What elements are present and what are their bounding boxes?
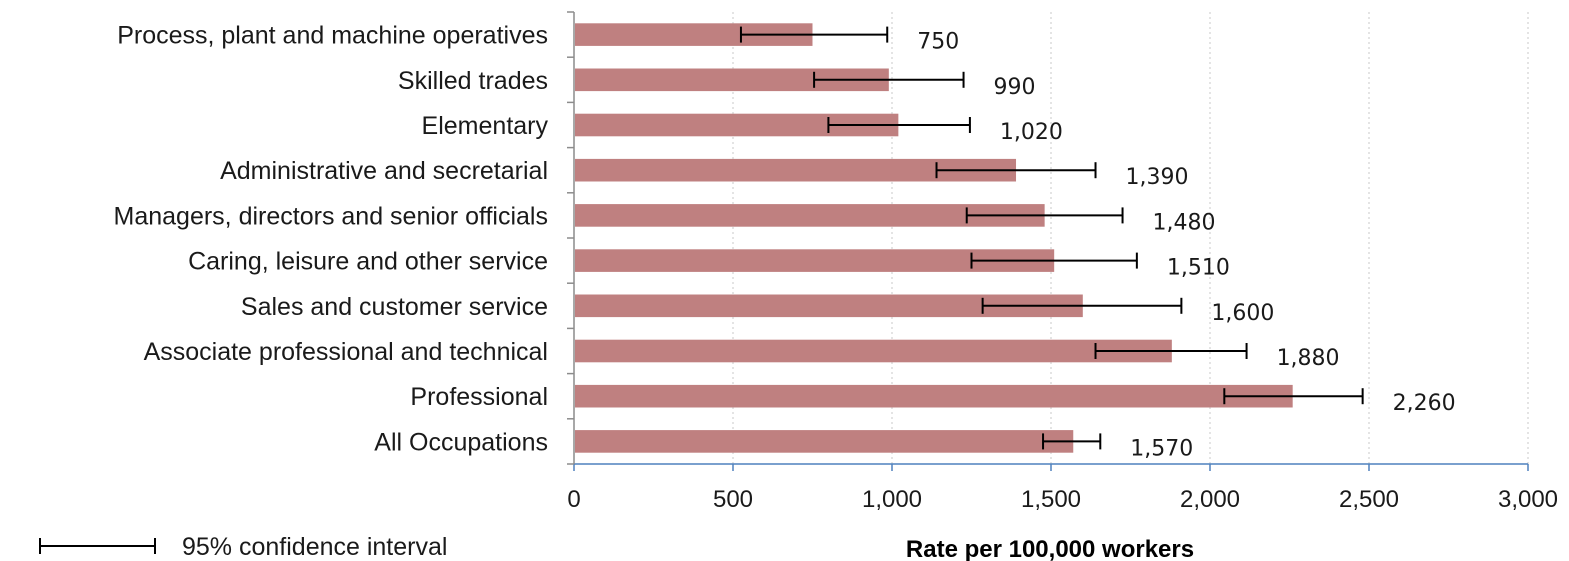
category-label: Professional: [410, 383, 548, 411]
category-label: Skilled trades: [398, 67, 548, 95]
labels: 0 500 1,000 1,500 2,000 2,500 3,000 Process, pl…: [114, 22, 1559, 513]
bar: [575, 384, 1293, 408]
category-label: Managers, directors and senior officials: [114, 202, 548, 230]
x-tick-label: 1,000: [862, 486, 922, 513]
legend: 95% confidence interval: [39, 533, 447, 561]
bar: [575, 23, 813, 46]
data-label: 750: [917, 30, 959, 55]
x-tick-label: 1,500: [1021, 486, 1081, 513]
data-label: 1,570: [1130, 436, 1193, 461]
x-tick-label: 3,000: [1498, 486, 1558, 513]
data-label: 2,260: [1393, 391, 1456, 416]
category-label: Process, plant and machine operatives: [117, 22, 548, 50]
data-label: 1,510: [1167, 256, 1230, 281]
x-tick-label: 500: [713, 486, 753, 513]
legend-label: 95% confidence interval: [182, 533, 447, 561]
bars: [575, 23, 1293, 453]
bar: [575, 68, 889, 92]
category-label: Sales and customer service: [241, 293, 548, 321]
x-axis-title: Rate per 100,000 workers: [906, 536, 1194, 561]
data-label: 990: [994, 75, 1036, 100]
bar: [575, 204, 1045, 227]
bar: [575, 430, 1074, 453]
bar: [575, 294, 1083, 318]
axes: [567, 11, 1529, 471]
error-bars: [739, 26, 1364, 450]
x-tick-label: 2,000: [1180, 486, 1240, 513]
bar: [575, 339, 1172, 363]
data-label: 1,880: [1277, 346, 1340, 371]
category-label: Elementary: [422, 112, 549, 140]
category-label: Administrative and secretarial: [220, 157, 548, 185]
data-label: 1,390: [1126, 165, 1189, 190]
data-label: 1,480: [1153, 210, 1216, 235]
bar: [575, 113, 899, 137]
x-tick-label: 2,500: [1339, 486, 1399, 513]
data-label: 1,020: [1000, 120, 1063, 145]
category-label: All Occupations: [374, 428, 548, 456]
bar: [575, 249, 1055, 272]
x-tick-label: 0: [567, 486, 580, 513]
category-label: Caring, leisure and other service: [188, 248, 548, 276]
bar: [575, 158, 1017, 182]
category-label: Associate professional and technical: [144, 338, 548, 366]
data-label: 1,600: [1211, 301, 1274, 326]
